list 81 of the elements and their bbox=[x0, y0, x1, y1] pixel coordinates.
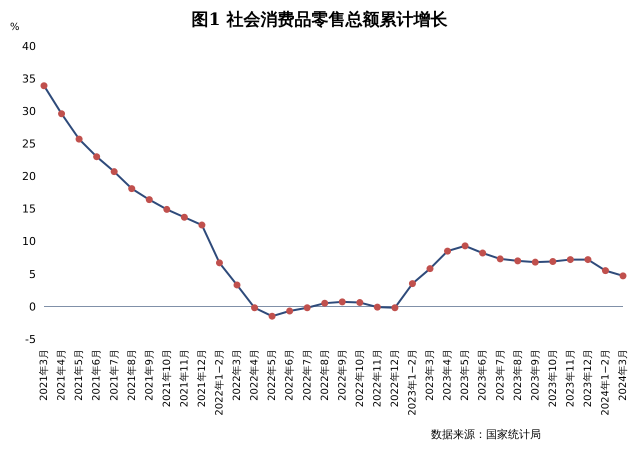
point bbox=[76, 136, 83, 143]
y-tick-label: 5 bbox=[29, 268, 36, 281]
x-tick-label: 2022年10月 bbox=[354, 349, 366, 408]
y-tick-label: 15 bbox=[22, 202, 36, 216]
y-tick-label: 20 bbox=[22, 170, 36, 184]
y-tick-label: 25 bbox=[22, 138, 36, 151]
point bbox=[58, 110, 66, 118]
x-tick-label: 2022年4月 bbox=[248, 349, 261, 401]
source-note: 数据来源：国家统计局 bbox=[431, 428, 541, 441]
x-tick-label: 2023年1−2月 bbox=[406, 349, 419, 416]
point bbox=[338, 298, 346, 306]
x-tick-label: 2022年3月 bbox=[231, 349, 244, 401]
x-tick-label: 2021年6月 bbox=[90, 349, 103, 401]
y-tick-label: -5 bbox=[25, 332, 36, 346]
point bbox=[514, 257, 522, 264]
x-tick-label: 2022年8月 bbox=[318, 349, 331, 401]
x-tick-label: 2022年1−2月 bbox=[214, 349, 226, 416]
point bbox=[356, 299, 364, 306]
x-tick-label: 2021年12月 bbox=[196, 349, 208, 408]
x-tick-label: 2021年11月 bbox=[178, 349, 190, 408]
x-tick-label: 2021年7月 bbox=[108, 349, 120, 401]
x-tick-label: 2021年3月 bbox=[38, 349, 50, 401]
x-tick-label: 2023年6月 bbox=[476, 349, 489, 401]
point bbox=[163, 206, 170, 213]
point bbox=[216, 259, 223, 266]
x-tick-label: 2023年12月 bbox=[582, 349, 594, 408]
x-tick-label: 2021年8月 bbox=[126, 349, 138, 401]
point bbox=[251, 304, 258, 312]
point bbox=[566, 256, 574, 264]
point bbox=[496, 255, 504, 262]
point bbox=[110, 168, 118, 176]
x-tick-label: 2022年6月 bbox=[284, 349, 296, 401]
point bbox=[479, 250, 486, 257]
y-axis-title: % bbox=[10, 22, 20, 33]
point bbox=[146, 196, 153, 204]
x-tick-label: 2023年3月 bbox=[424, 349, 436, 401]
point bbox=[532, 258, 539, 266]
x-tick-label: 2021年4月 bbox=[56, 349, 68, 401]
chart-title: 图1 社会消费品零售总额累计增长 bbox=[192, 10, 448, 30]
point bbox=[93, 153, 100, 160]
point bbox=[321, 300, 328, 307]
x-tick-label: 2023年8月 bbox=[512, 349, 524, 401]
point bbox=[549, 258, 556, 266]
x-tick-label: 2023年11月 bbox=[564, 349, 576, 408]
y-tick-label: 35 bbox=[22, 72, 36, 86]
point bbox=[40, 82, 48, 90]
x-tick-label: 2021年9月 bbox=[143, 349, 156, 401]
x-tick-label: 2021年10月 bbox=[160, 349, 173, 408]
x-tick-label: 2023年10月 bbox=[546, 349, 559, 408]
point bbox=[286, 308, 294, 314]
x-tick-label: 2024年1−2月 bbox=[600, 349, 612, 416]
x-tick-label: 2022年5月 bbox=[266, 349, 278, 401]
point bbox=[180, 214, 188, 221]
point bbox=[234, 281, 240, 288]
x-tick-label: 2023年4月 bbox=[442, 349, 454, 401]
x-tick-label: 2023年9月 bbox=[529, 349, 542, 401]
y-tick-label: 30 bbox=[22, 105, 36, 118]
point bbox=[620, 272, 626, 280]
x-tick-label: 2022年12月 bbox=[389, 349, 402, 408]
point bbox=[444, 248, 452, 255]
x-tick-label: 2022年9月 bbox=[336, 349, 348, 401]
x-tick-label: 2022年7月 bbox=[301, 349, 314, 401]
point bbox=[602, 267, 609, 274]
point bbox=[304, 304, 311, 312]
point bbox=[391, 304, 398, 312]
x-tick-label: 2024年3月 bbox=[617, 349, 630, 401]
point bbox=[584, 256, 592, 264]
y-tick-label: 0 bbox=[29, 300, 36, 314]
point bbox=[128, 185, 136, 192]
point bbox=[408, 280, 416, 288]
point bbox=[426, 265, 434, 272]
point bbox=[374, 304, 381, 311]
x-tick-label: 2023年5月 bbox=[459, 349, 472, 401]
point bbox=[462, 242, 469, 250]
x-tick-label: 2023年7月 bbox=[494, 349, 506, 401]
y-tick-label: 40 bbox=[22, 40, 36, 53]
point bbox=[198, 222, 206, 229]
point bbox=[268, 312, 276, 320]
x-tick-label: 2022年11月 bbox=[371, 349, 384, 408]
x-tick-label: 2021年5月 bbox=[73, 349, 86, 401]
y-tick-label: 10 bbox=[22, 235, 36, 248]
